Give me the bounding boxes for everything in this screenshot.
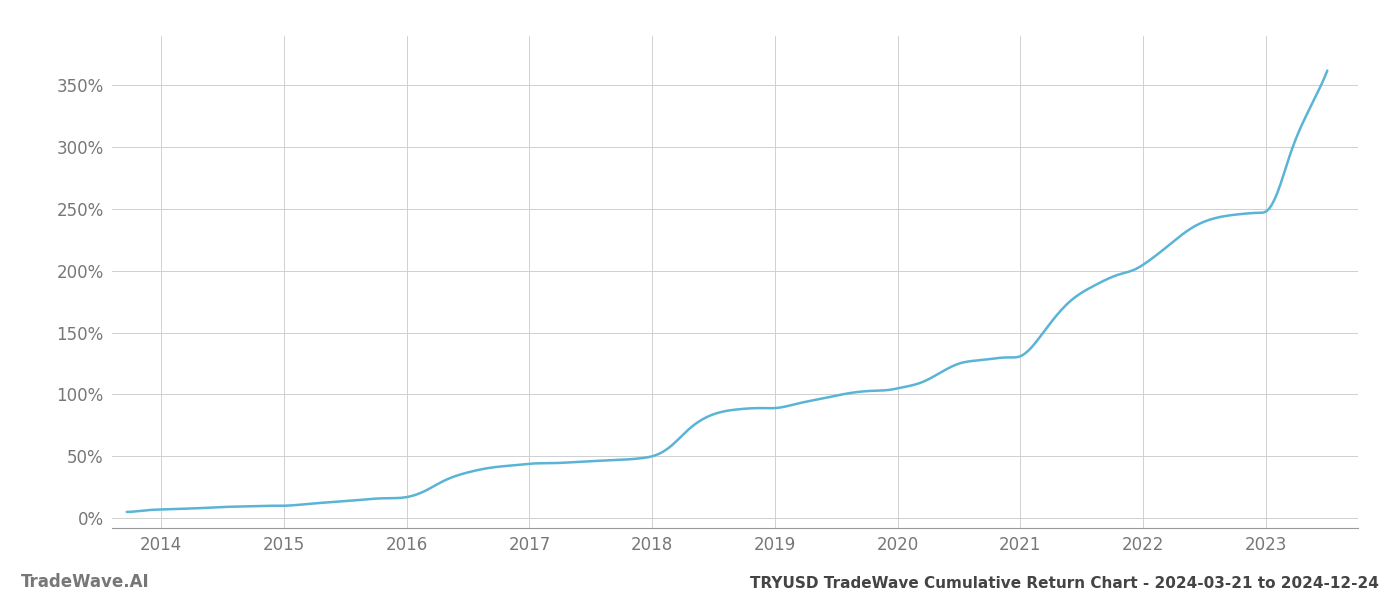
Text: TRYUSD TradeWave Cumulative Return Chart - 2024-03-21 to 2024-12-24: TRYUSD TradeWave Cumulative Return Chart…	[750, 576, 1379, 591]
Text: TradeWave.AI: TradeWave.AI	[21, 573, 150, 591]
